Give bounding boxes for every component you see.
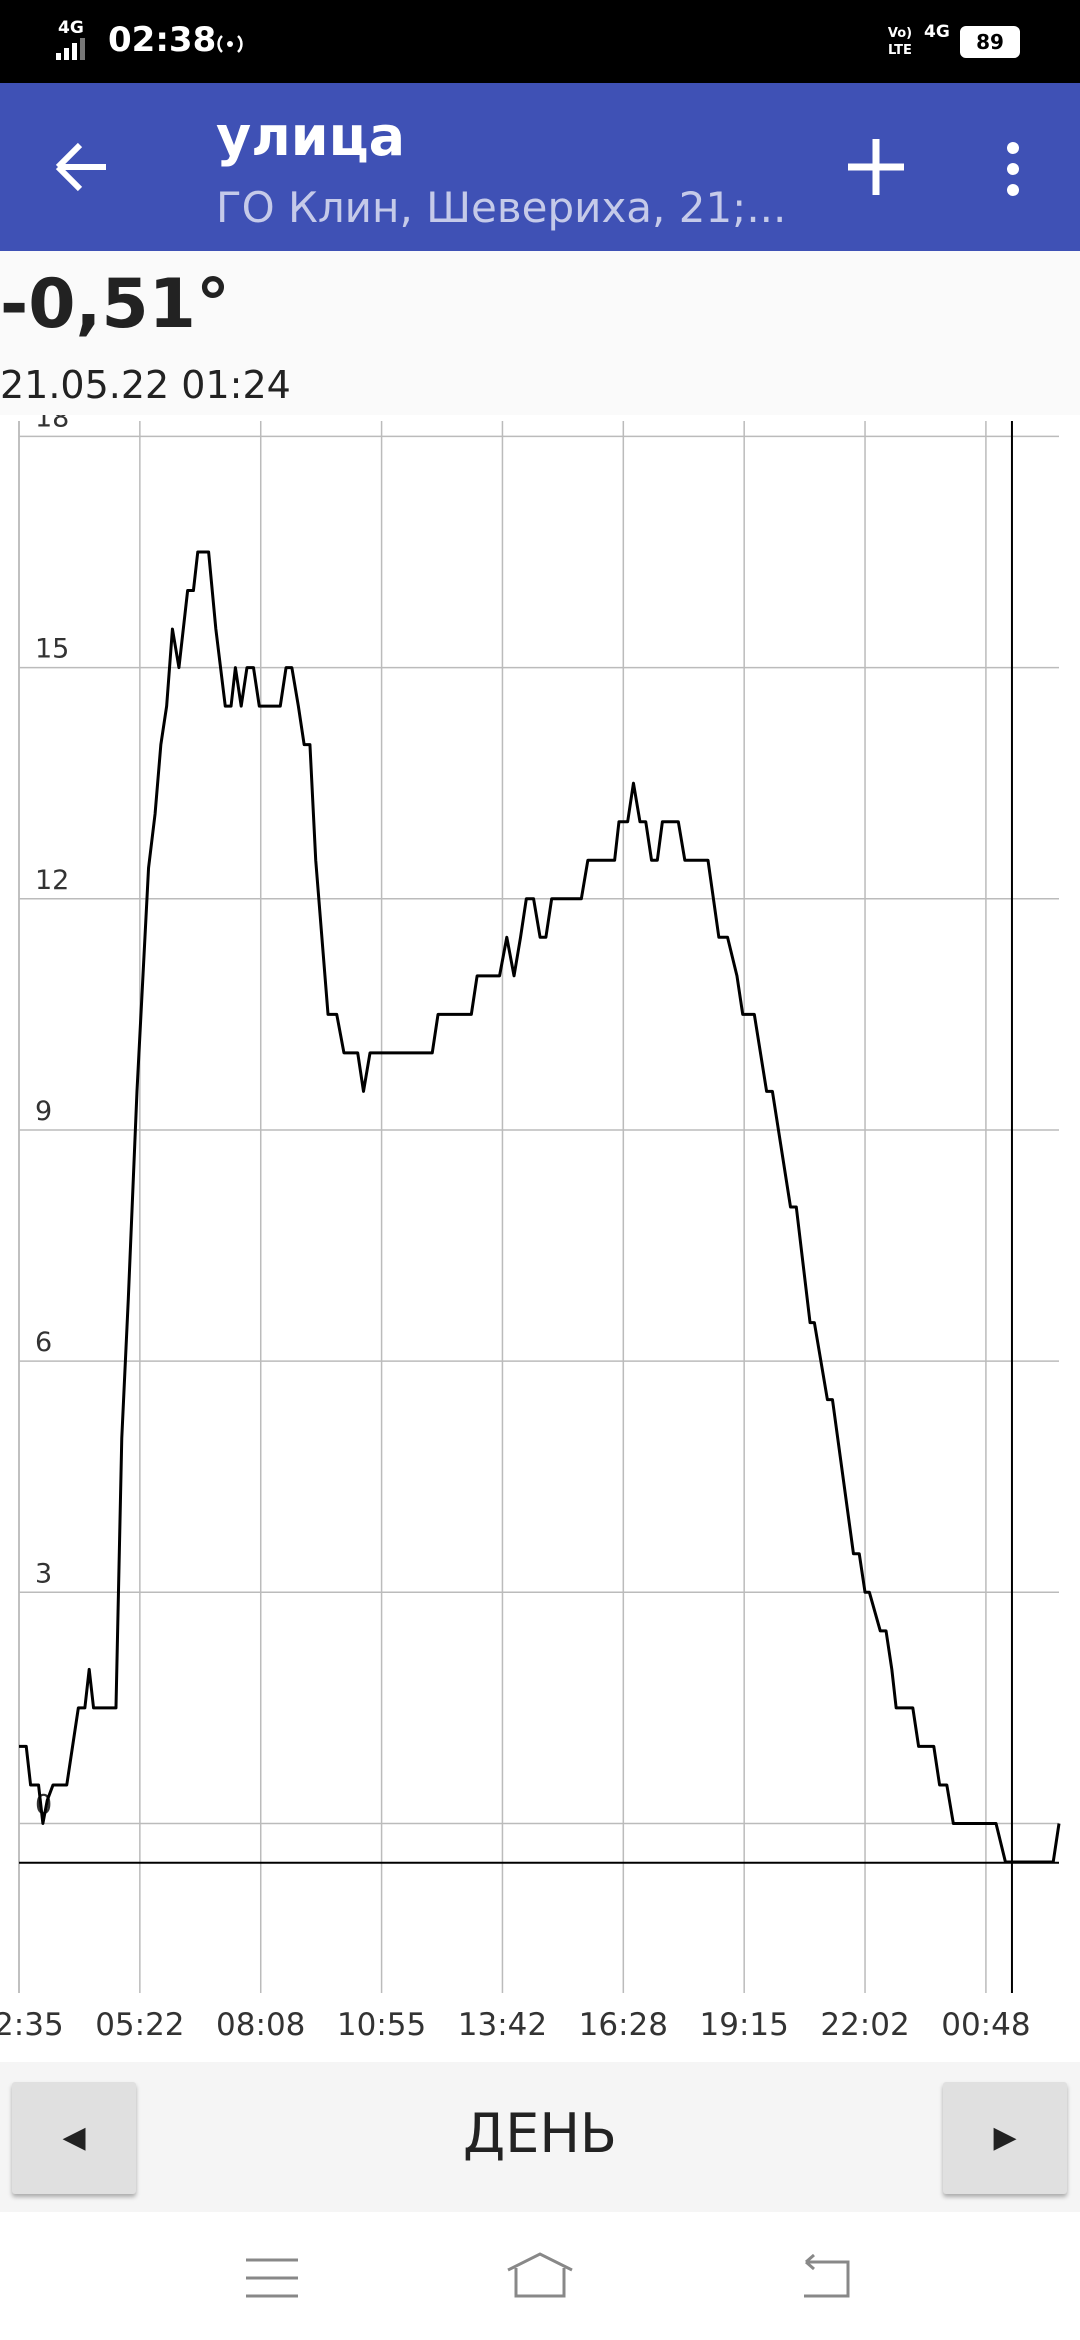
status-bar: 4G 02:38 Vo) LTE 4G 89 [0,0,1080,83]
current-value: -0,51° [0,265,230,344]
x-tick-label: 16:28 [579,2007,668,2043]
x-tick-label: 02:35 [0,2007,64,2043]
network-label: 4G [924,22,950,42]
clock: 02:38 [108,20,217,60]
x-tick-label: 00:48 [941,2007,1030,2043]
x-tick-label: 19:15 [700,2007,789,2043]
y-tick-label: 3 [35,1558,52,1589]
volte-icon: Vo) LTE [888,26,912,58]
navigation-bar [0,2212,1080,2340]
y-tick-label: 6 [35,1327,52,1358]
battery: 89 [960,26,1020,58]
x-tick-label: 13:42 [458,2007,547,2043]
menu-nav[interactable] [244,2256,300,2300]
hotspot-icon [217,35,243,53]
menu-button[interactable] [1000,141,1026,197]
y-tick-label: 18 [35,415,69,433]
y-tick-label: 12 [35,865,69,896]
period-label: ДЕНЬ [463,2102,617,2165]
y-tick-label: 9 [35,1096,52,1127]
x-tick-label: 10:55 [337,2007,426,2043]
signal-icon [56,38,85,60]
x-tick-label: 05:22 [95,2007,184,2043]
back-nav[interactable] [796,2254,854,2300]
prev-button[interactable]: ◀ [12,2082,136,2194]
title: улица [216,105,406,168]
back-button[interactable] [52,139,112,195]
x-tick-label: 22:02 [820,2007,909,2043]
data-line [19,550,1061,1864]
timestamp: 21.05.22 01:24 [0,363,291,407]
next-button[interactable]: ▶ [943,2082,1067,2194]
app-bar: улица ГО Клин, Шевериха, 21;... [0,83,1080,251]
svg-text:Vo): Vo) [888,26,912,41]
y-tick-label: 15 [35,634,69,665]
network-label: 4G [58,18,84,38]
svg-text:LTE: LTE [888,43,912,58]
chart: 036912151802:3505:2208:0810:5513:4216:28… [0,415,1061,2043]
add-button[interactable] [846,137,906,197]
x-tick-label: 08:08 [216,2007,305,2043]
period-controls: ◀ ДЕНЬ ▶ [0,2062,1080,2212]
subtitle: ГО Клин, Шевериха, 21;... [216,183,787,232]
reading-panel: -0,51° 21.05.22 01:24 [0,251,1080,415]
home-nav[interactable] [504,2250,576,2302]
